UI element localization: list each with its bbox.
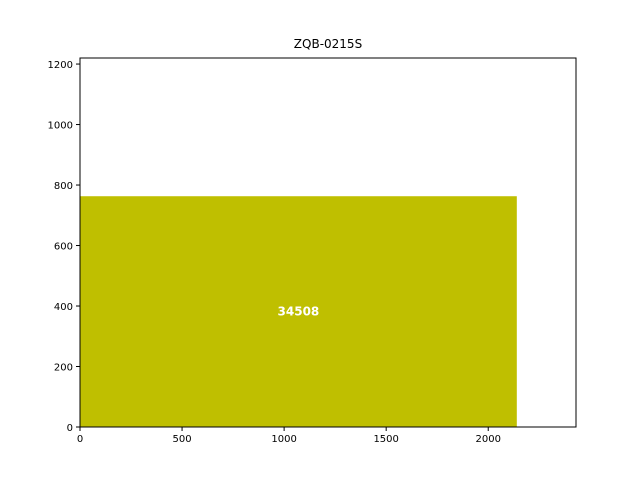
y-tick-label: 1200 [48,60,73,71]
bar-label-0: 34508 [278,305,320,319]
y-tick-label: 0 [67,423,73,434]
bar-0 [80,196,517,427]
y-tick-label: 200 [54,363,73,374]
y-tick-label: 400 [54,302,73,313]
x-tick-label: 2000 [476,434,501,445]
bar-labels-layer: 34508 [278,305,320,319]
plot-frame [79,57,577,428]
chart-title: ZQB-0215S [294,37,362,51]
x-axis: 0 500 1000 1500 2000 [77,427,501,445]
bars-layer [80,196,517,427]
x-tick-label: 1000 [271,434,296,445]
y-tick-label: 800 [54,181,73,192]
x-tick-label: 0 [77,434,83,445]
y-axis: 0 200 400 600 800 1000 1200 [48,60,80,434]
y-tick-label: 1000 [48,121,73,132]
y-tick-label: 600 [54,242,73,253]
x-tick-label: 1500 [373,434,398,445]
x-tick-label: 500 [173,434,192,445]
